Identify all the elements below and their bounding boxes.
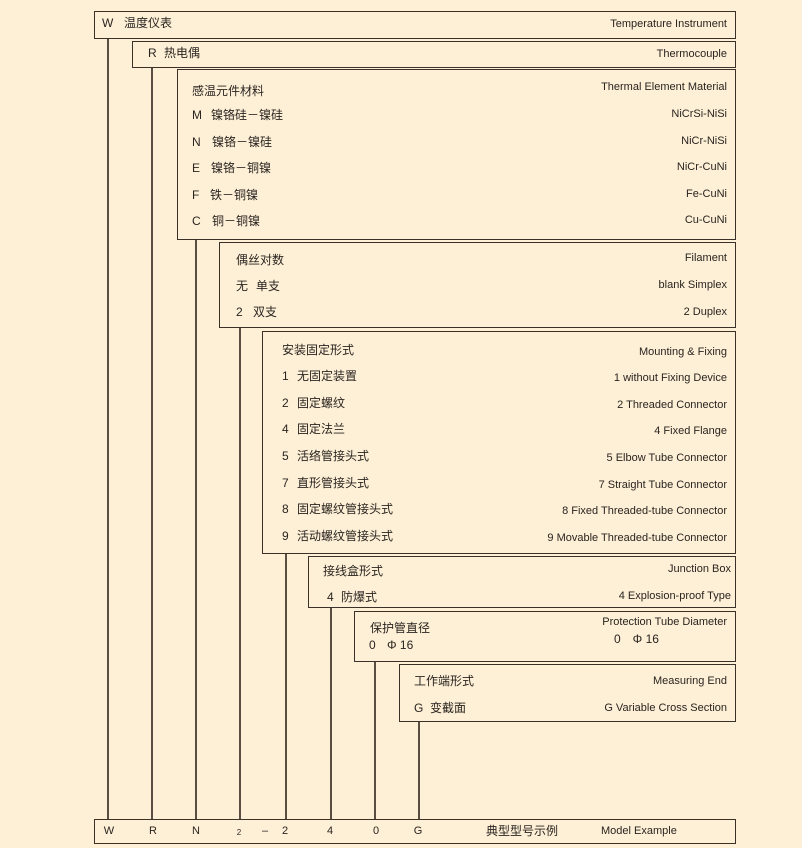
label-en: blank Simplex (658, 279, 727, 291)
section-thermal-element: 感温元件材料 Thermal Element Material M 镍铬硅－镍硅… (177, 69, 736, 240)
label-en: 9 Movable Threaded-tube Connector (547, 532, 727, 544)
label-zh: 温度仪表 (124, 16, 173, 30)
title-en: Filament (684, 252, 727, 264)
code: 2 (282, 396, 289, 410)
example-code: N (192, 825, 200, 837)
code: 9 (282, 529, 289, 543)
label-en: Fe-CuNi (686, 188, 727, 200)
code: 8 (282, 502, 289, 516)
label-zh: 铜－铜镍 (212, 214, 261, 228)
code: R (148, 46, 157, 60)
section-instrument: W 温度仪表 Temperature Instrument (94, 11, 736, 39)
example-code: G (413, 825, 423, 837)
code: 1 (282, 369, 289, 383)
title-zh: 工作端形式 (414, 674, 475, 688)
section-filament: 偶丝对数 Filament 无 单支 blank Simplex 2 双支 2 … (219, 242, 736, 328)
section-mounting: 安装固定形式 Mounting & Fixing 1 无固定装置 1 witho… (262, 331, 736, 554)
title-en: Mounting & Fixing (638, 346, 727, 358)
example-code: 0 (372, 825, 380, 837)
code: 无 (236, 279, 249, 293)
code: 5 (282, 449, 289, 463)
example-code: – (261, 825, 269, 837)
connector-line (239, 327, 241, 819)
label-zh: 固定螺纹 (297, 396, 346, 410)
code: G (414, 701, 424, 715)
title-zh: 偶丝对数 (236, 253, 285, 267)
connector-line (151, 67, 153, 819)
label-zh: 双支 (253, 305, 278, 319)
title-zh: 接线盒形式 (323, 564, 384, 578)
label-zh: 铁－铜镍 (210, 188, 259, 202)
label-zh: 活动螺纹管接头式 (297, 529, 394, 543)
label-zh: 变截面 (430, 701, 467, 715)
label-zh: 活络管接头式 (297, 449, 370, 463)
connector-line (195, 239, 197, 819)
code: N (192, 135, 201, 149)
code: 4 (327, 590, 334, 604)
label-en: G Variable Cross Section (604, 702, 727, 714)
section-thermocouple: R 热电偶 Thermocouple (132, 41, 736, 68)
label-zh: 镍铬－镍硅 (212, 135, 273, 149)
example-label-zh: 典型型号示例 (486, 824, 559, 838)
example-code: R (149, 825, 157, 837)
code: M (192, 108, 202, 122)
title-en: Measuring End (653, 675, 727, 687)
title-en: Junction Box (668, 563, 731, 575)
title-zh: 安装固定形式 (282, 343, 355, 357)
label-en: Cu-CuNi (684, 214, 727, 226)
connector-line (285, 553, 287, 819)
label-en: 2 Threaded Connector (617, 399, 727, 411)
example-label-en: Model Example (601, 825, 677, 837)
label-en: NiCr-NiSi (681, 135, 727, 147)
code: W (102, 16, 114, 30)
code: 4 (282, 422, 289, 436)
title-en: Protection Tube Diameter (602, 616, 727, 628)
example-code: 2 (281, 825, 289, 837)
connector-line (330, 607, 332, 819)
code: F (192, 188, 200, 202)
connector-line (374, 661, 376, 819)
code: C (192, 214, 201, 228)
example-code: 4 (326, 825, 334, 837)
label-zh: 单支 (256, 279, 281, 293)
label-en: 1 without Fixing Device (613, 372, 727, 384)
label-zh: 热电偶 (164, 46, 201, 60)
label-zh: 镍铬硅－镍硅 (211, 108, 284, 122)
label-zh: Φ 16 (387, 638, 414, 652)
label-en: 4 Explosion-proof Type (618, 590, 731, 602)
section-measuring-end: 工作端形式 Measuring End G 变截面 G Variable Cro… (399, 664, 736, 722)
label-zh: 镍铬－铜镍 (211, 161, 272, 175)
section-protection-tube: 保护管直径 Protection Tube Diameter 0 Φ 16 0 … (354, 611, 736, 662)
label-en: 4 Fixed Flange (654, 425, 727, 437)
label-en: 2 Duplex (683, 306, 727, 318)
label-zh: 固定法兰 (297, 422, 346, 436)
label-zh: 固定螺纹管接头式 (297, 502, 394, 516)
label-en: 7 Straight Tube Connector (598, 479, 727, 491)
code: 2 (236, 305, 243, 319)
label-en: Temperature Instrument (610, 18, 727, 30)
connector-line (107, 38, 109, 819)
section-junction-box: 接线盒形式 Junction Box 4 防爆式 4 Explosion-pro… (308, 556, 736, 608)
example-code: 2 (236, 828, 242, 837)
label-en: 0 Φ 16 (614, 632, 659, 646)
title-zh: 保护管直径 (370, 621, 431, 635)
label-zh: 防爆式 (341, 590, 378, 604)
connector-line (418, 721, 420, 819)
label-en: 8 Fixed Threaded-tube Connector (562, 505, 727, 517)
label-zh: 无固定装置 (297, 369, 358, 383)
example-code: W (103, 825, 115, 837)
title-zh: 感温元件材料 (192, 84, 265, 98)
code: 7 (282, 476, 289, 490)
label-en: 5 Elbow Tube Connector (606, 452, 727, 464)
label-en: NiCr-CuNi (676, 161, 727, 173)
code: 0 (369, 638, 376, 652)
model-example-row: W R N 2 – 2 4 0 G 典型型号示例 Model Example (94, 819, 736, 844)
code: E (192, 161, 201, 175)
label-en: Thermocouple (656, 48, 727, 60)
label-zh: 直形管接头式 (297, 476, 370, 490)
label-en: NiCrSi-NiSi (671, 108, 727, 120)
title-en: Thermal Element Material (601, 81, 727, 93)
